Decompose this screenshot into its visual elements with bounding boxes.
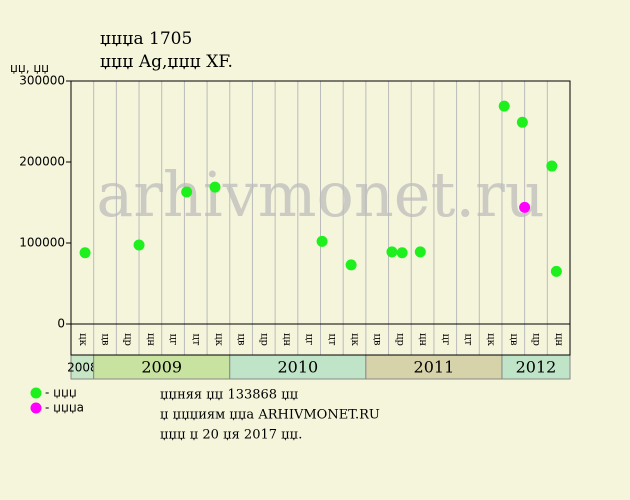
x-tick-label: цк [485,333,496,346]
data-point [516,116,528,128]
year-band [93,354,231,380]
x-tick-label: цн [417,333,428,346]
note: џџџ џ 20 џя 2017 џџ. [160,428,302,443]
legend-label: - џџџа [45,401,84,415]
note: џџняя џџ 133868 џџ [160,388,299,403]
x-tick-label: цг [304,334,315,346]
data-point [414,246,426,258]
data-point [550,265,562,277]
plot-frame [70,80,571,356]
x-tick-label: цв [100,333,111,345]
data-point [546,160,558,172]
y-axis-label: џџ, џџ [10,61,49,75]
x-tick-label: цк [77,333,88,346]
legend-marker [30,387,42,399]
x-tick-label: цр [122,333,133,346]
x-tick-label: цн [281,333,292,346]
x-tick-label: цк [213,333,224,346]
data-point [396,247,408,259]
chart-title: џџџа 1705 [100,29,192,49]
year-label: 2010 [277,358,318,377]
x-tick-label: цт [326,334,337,346]
x-tick-label: цн [145,333,156,346]
x-tick-label: цв [236,333,247,345]
data-point [345,259,357,271]
data-point [209,181,221,193]
y-tick-label: 300000 [19,74,65,88]
x-tick-label: цр [258,333,269,346]
x-tick-label: цв [372,333,383,345]
year-label: 2008 [67,361,98,375]
data-point [519,201,531,213]
data-point [386,246,398,258]
legend-label: - џџџ [45,386,77,400]
year-label: 2011 [414,358,455,377]
year-band [501,354,571,380]
y-tick-label: 0 [57,317,65,331]
x-tick-label: цт [462,334,473,346]
legend-marker [30,402,42,414]
x-tick-label: цв [508,333,519,345]
note: џ џџџиям џџа ARHIVMONET.RU [160,408,380,423]
data-point [498,100,510,112]
y-tick-label: 100000 [19,236,65,250]
year-label: 2012 [516,358,557,377]
x-tick-label: цк [349,333,360,346]
data-point [133,239,145,251]
x-tick-label: цг [440,334,451,346]
y-tick-label: 200000 [19,155,65,169]
chart-subtitle: џџџ Ag,џџџ XF. [100,52,233,72]
year-label: 2009 [141,358,182,377]
x-tick-label: цг [168,334,179,346]
year-band [229,354,367,380]
x-tick-label: цр [530,333,541,346]
x-tick-label: цр [394,333,405,346]
data-point [181,186,193,198]
data-point [79,247,91,259]
x-tick-label: цн [553,333,564,346]
data-point [316,235,328,247]
x-tick-label: цт [190,334,201,346]
